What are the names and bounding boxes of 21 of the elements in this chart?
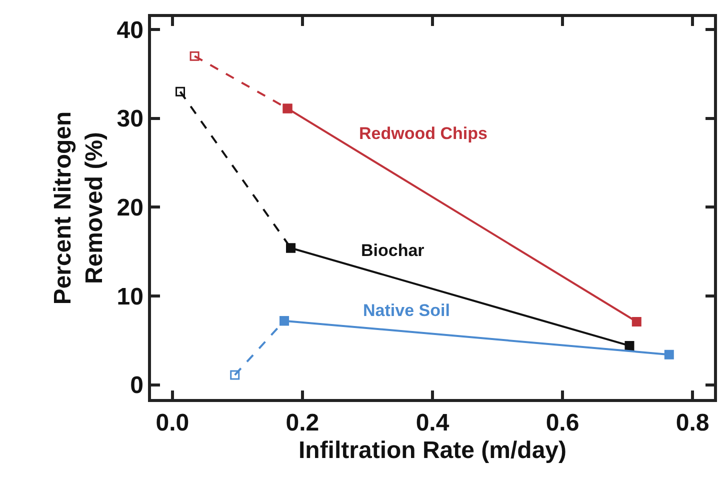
y-tick-label: 0 <box>130 372 144 400</box>
y-tick-label: 30 <box>116 106 144 133</box>
y-tick-label: 40 <box>116 16 144 44</box>
series-label: Redwood Chips <box>359 124 488 143</box>
point <box>664 350 674 360</box>
y-tick-label: 20 <box>116 194 144 222</box>
x-tick-label: 0.2 <box>286 410 320 437</box>
series-label: Native Soil <box>363 301 450 320</box>
y-tick-label: 10 <box>116 283 144 310</box>
point <box>632 316 642 326</box>
x-tick-label: 0.4 <box>416 410 450 437</box>
x-tick-label: 0.0 <box>156 410 190 437</box>
point <box>176 86 186 96</box>
x-tick-label: 0.6 <box>546 410 580 437</box>
x-tick-label: 0.8 <box>676 410 710 437</box>
point <box>190 51 200 61</box>
x-axis-title: Infiltration Rate (m/day) <box>298 436 567 464</box>
point <box>624 340 634 350</box>
series-label: Biochar <box>361 241 425 260</box>
point <box>230 370 240 380</box>
y-axis-title: Percent Nitrogen Removed (%) <box>50 111 108 305</box>
